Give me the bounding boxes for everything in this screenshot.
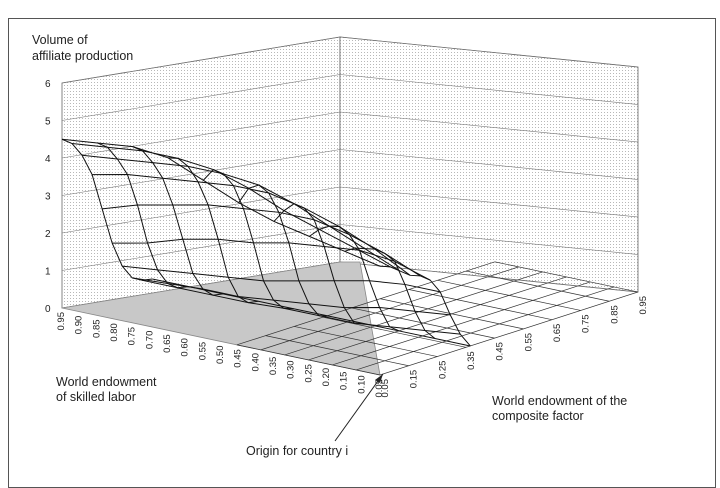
surface-line xyxy=(61,138,381,267)
wall-gridline xyxy=(339,36,639,68)
y-tick-label: 0.75 xyxy=(581,314,592,333)
tick-labels: 0 1 2 3 4 5 6 0.95 0.90 0.85 0.80 0.75 0.70 0.65 0.60 0… xyxy=(45,79,649,398)
x-tick-label: 0.30 xyxy=(286,360,297,379)
surface-line xyxy=(142,279,461,335)
x-tick-label: 0.45 xyxy=(233,349,244,368)
x-tick-label: 0.65 xyxy=(162,334,173,353)
surface-line xyxy=(82,154,401,272)
y-tick-label: 0.85 xyxy=(609,305,620,324)
z-tick-label: 0 xyxy=(45,304,51,315)
x-tick-label: 0.80 xyxy=(109,323,120,342)
x-tick-label: 0.55 xyxy=(197,342,208,361)
y-tick-label: 0.95 xyxy=(638,296,649,315)
y-tick-label: 0.15 xyxy=(409,370,420,389)
wall-gridline xyxy=(339,74,639,105)
wall-gridline xyxy=(61,224,341,271)
y-axis-label-line2: composite factor xyxy=(492,409,584,423)
z-tick-label: 2 xyxy=(45,229,51,240)
surface-line xyxy=(71,143,391,268)
x-tick-label: 0.60 xyxy=(180,338,191,357)
x-tick-label: 0.50 xyxy=(215,346,226,365)
wall-gridline xyxy=(61,36,341,84)
floor-mesh-line xyxy=(332,281,591,366)
z-tick-label: 4 xyxy=(45,154,51,165)
y-tick-label: 0.35 xyxy=(466,351,477,370)
y-tick-label: 0.65 xyxy=(552,324,563,343)
floor-mesh-line xyxy=(356,286,615,371)
z-tick-label: 6 xyxy=(45,79,51,90)
x-tick-label: 0.85 xyxy=(91,319,102,338)
x-tick-label: 0.75 xyxy=(127,327,138,346)
surface-line xyxy=(122,265,441,293)
floor-mesh-line xyxy=(308,276,567,361)
origin-annotation: Origin for country i xyxy=(246,444,348,458)
surface-line xyxy=(152,278,471,347)
annotation-arrow-line xyxy=(334,373,384,442)
x-tick-label: 0.90 xyxy=(74,316,85,335)
surface-line xyxy=(273,203,365,325)
wall-gridline xyxy=(61,149,341,196)
x-axis-label-line1: World endowment xyxy=(56,375,157,389)
wall-gridline xyxy=(339,186,639,218)
surface-line xyxy=(132,146,224,296)
y-tick-label: 0.25 xyxy=(437,361,448,380)
z-tick-label: 5 xyxy=(45,117,51,128)
x-tick-label: 0.35 xyxy=(268,357,279,376)
x-tick-label: 0.95 xyxy=(56,312,67,331)
wall-gridline xyxy=(339,149,639,180)
top-strip xyxy=(0,0,720,14)
x-axis-label-line2: of skilled labor xyxy=(56,390,136,404)
x-tick-label: 0.15 xyxy=(339,372,350,391)
surface-line xyxy=(92,174,411,276)
x-tick-label: 0.40 xyxy=(250,353,261,372)
z-tick-label: 1 xyxy=(45,267,51,278)
x-tick-label: 0.05 xyxy=(374,379,385,398)
back-walls xyxy=(61,36,639,309)
y-tick-label: 0.05 xyxy=(380,379,391,398)
wall-gridline xyxy=(61,186,341,234)
x-tick-label: 0.25 xyxy=(303,364,314,383)
surface-line xyxy=(97,142,188,289)
z-axis-label-line2: affiliate production xyxy=(32,49,133,63)
x-tick-label: 0.20 xyxy=(321,368,332,387)
z-axis-label-line1: Volume of xyxy=(32,33,88,47)
surface-line xyxy=(344,247,436,339)
wall-gridline xyxy=(61,111,341,159)
z-tick-label: 3 xyxy=(45,192,51,203)
wall-gridline xyxy=(339,111,639,143)
wall-gridline xyxy=(339,224,639,255)
y-tick-label: 0.55 xyxy=(523,333,534,352)
y-axis-label-line1: World endowment of the xyxy=(492,394,627,408)
floor-mesh-line xyxy=(236,261,496,346)
surface-line xyxy=(112,238,431,281)
surface-mesh xyxy=(61,138,471,347)
floor-mesh-line xyxy=(284,271,543,356)
surface-line xyxy=(102,204,421,277)
floor-mesh-line xyxy=(379,291,639,376)
x-tick-label: 0.70 xyxy=(144,331,155,350)
annotation-arrowhead xyxy=(375,374,383,383)
x-tick-label: 0.10 xyxy=(356,375,367,394)
wall-gridline xyxy=(61,74,341,121)
floor xyxy=(61,261,639,376)
surface-line xyxy=(167,157,259,304)
y-tick-label: 0.45 xyxy=(495,342,506,361)
surface-line xyxy=(238,184,329,317)
